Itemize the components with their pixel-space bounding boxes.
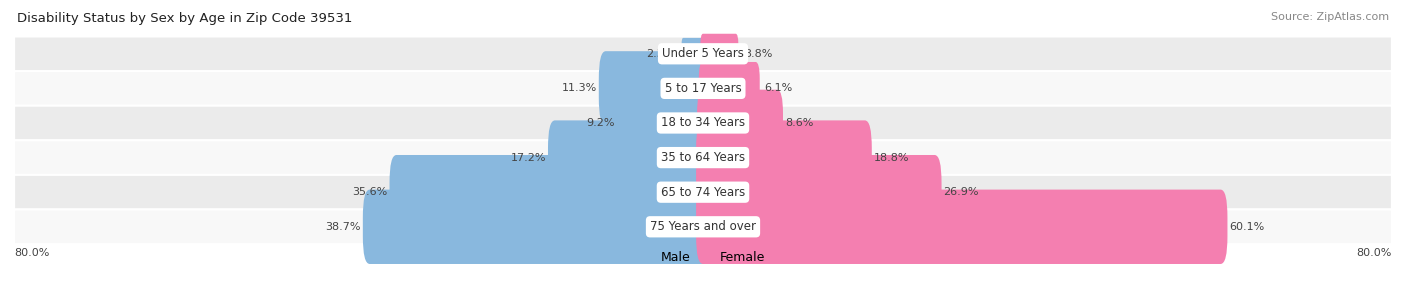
FancyBboxPatch shape <box>389 155 710 230</box>
Text: 35.6%: 35.6% <box>353 187 388 197</box>
Text: Under 5 Years: Under 5 Years <box>662 47 744 60</box>
Text: Source: ZipAtlas.com: Source: ZipAtlas.com <box>1271 12 1389 22</box>
Text: 18.8%: 18.8% <box>873 153 910 163</box>
Text: 75 Years and over: 75 Years and over <box>650 220 756 233</box>
Text: Disability Status by Sex by Age in Zip Code 39531: Disability Status by Sex by Age in Zip C… <box>17 12 353 25</box>
FancyBboxPatch shape <box>14 209 1392 244</box>
FancyBboxPatch shape <box>548 120 710 195</box>
FancyBboxPatch shape <box>14 140 1392 175</box>
FancyBboxPatch shape <box>699 62 759 115</box>
Text: 11.3%: 11.3% <box>562 83 598 93</box>
Text: 60.1%: 60.1% <box>1229 222 1264 232</box>
FancyBboxPatch shape <box>14 71 1392 106</box>
Text: 6.1%: 6.1% <box>763 83 793 93</box>
FancyBboxPatch shape <box>599 51 710 126</box>
FancyBboxPatch shape <box>700 34 738 74</box>
Text: 3.8%: 3.8% <box>744 49 773 59</box>
FancyBboxPatch shape <box>682 38 704 70</box>
Text: 80.0%: 80.0% <box>1357 248 1392 258</box>
Text: 35 to 64 Years: 35 to 64 Years <box>661 151 745 164</box>
Legend: Male, Female: Male, Female <box>636 246 770 268</box>
Text: 17.2%: 17.2% <box>510 153 547 163</box>
Text: 38.7%: 38.7% <box>326 222 361 232</box>
FancyBboxPatch shape <box>14 175 1392 209</box>
FancyBboxPatch shape <box>696 120 872 195</box>
FancyBboxPatch shape <box>363 190 710 264</box>
FancyBboxPatch shape <box>617 88 710 158</box>
Text: 9.2%: 9.2% <box>586 118 616 128</box>
FancyBboxPatch shape <box>696 190 1227 264</box>
Text: 26.9%: 26.9% <box>943 187 979 197</box>
Text: 5 to 17 Years: 5 to 17 Years <box>665 82 741 95</box>
Text: 8.6%: 8.6% <box>786 118 814 128</box>
FancyBboxPatch shape <box>14 36 1392 71</box>
FancyBboxPatch shape <box>696 155 942 230</box>
Text: 18 to 34 Years: 18 to 34 Years <box>661 116 745 130</box>
Text: 65 to 74 Years: 65 to 74 Years <box>661 186 745 199</box>
FancyBboxPatch shape <box>14 106 1392 140</box>
Text: 2.3%: 2.3% <box>647 49 675 59</box>
Text: 80.0%: 80.0% <box>14 248 49 258</box>
FancyBboxPatch shape <box>697 90 783 156</box>
